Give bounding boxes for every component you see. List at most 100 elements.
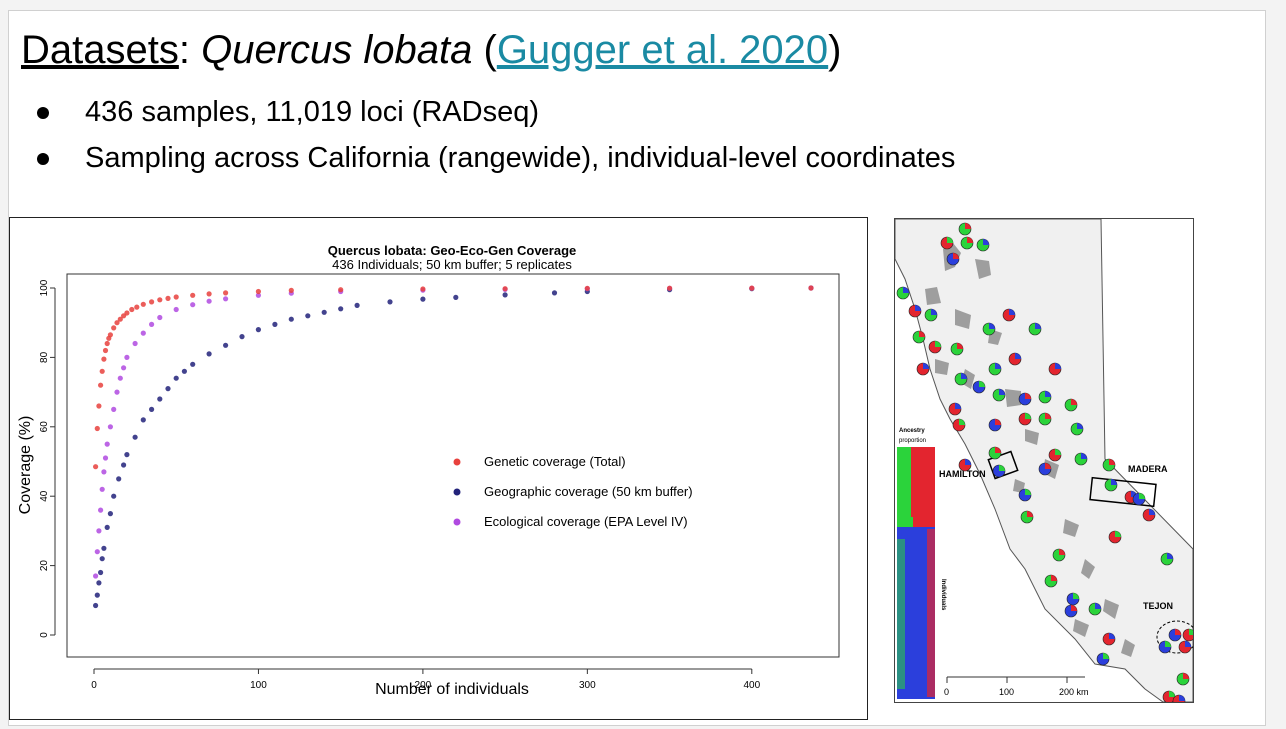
region-hamilton-label: HAMILTON <box>939 469 986 479</box>
ancestry-pie-wedge <box>1045 463 1051 469</box>
data-point-series-1 <box>132 434 138 440</box>
data-point-series-2 <box>98 507 104 513</box>
ancestry-pie-wedge <box>959 419 965 425</box>
y-tick-label: 60 <box>39 421 50 433</box>
data-point-series-0 <box>117 316 123 322</box>
scale-tick-200km: 200 km <box>1059 687 1089 697</box>
ancestry-pie-wedge <box>1149 509 1155 515</box>
ancestry-pie-wedge <box>961 373 967 379</box>
legend-swatch-2 <box>453 518 461 526</box>
data-points <box>93 285 814 609</box>
ancestry-pie-wedge <box>1077 423 1083 429</box>
x-axis-label: Number of individuals <box>375 681 529 698</box>
data-point-series-1 <box>387 299 393 305</box>
ancestry-pie-wedge <box>1189 629 1193 635</box>
title-datasets: Datasets <box>21 28 179 72</box>
ancestry-pie-wedge <box>1071 399 1077 405</box>
data-point-series-2 <box>102 455 109 461</box>
ancestry-pie-wedge <box>915 305 921 311</box>
data-point-series-1 <box>223 342 229 348</box>
data-point-series-1 <box>96 580 102 586</box>
data-point-series-0 <box>420 286 426 292</box>
ancestry-pie-wedge <box>965 459 971 465</box>
ancestry-pie-wedge <box>1045 391 1051 397</box>
data-point-series-2 <box>121 365 127 371</box>
data-point-series-2 <box>223 296 229 302</box>
ancestry-pie-wedge <box>1185 641 1191 647</box>
data-point-series-2 <box>99 486 105 492</box>
ancestry-pie-wedge <box>1055 363 1061 369</box>
data-point-series-1 <box>149 406 155 412</box>
legend-swatch-0 <box>453 458 461 466</box>
x-tick-label: 400 <box>743 680 760 691</box>
data-point-series-0 <box>129 306 135 313</box>
california-land <box>895 219 1193 702</box>
data-point-series-2 <box>104 441 110 447</box>
data-point-series-1 <box>124 452 130 458</box>
data-point-series-0 <box>140 301 146 307</box>
ancestry-proportion-label: proportion <box>899 438 926 444</box>
data-point-series-0 <box>584 285 590 291</box>
data-point-series-0 <box>206 291 212 297</box>
title-species: Quercus lobata <box>201 28 473 72</box>
scale-tick-0: 0 <box>944 687 949 697</box>
ancestry-pie-wedge <box>1025 413 1031 419</box>
data-point-series-2 <box>190 302 196 308</box>
y-tick-label: 20 <box>39 560 50 572</box>
ancestry-pie-wedge <box>1115 531 1121 537</box>
ancestry-pie-wedge <box>1167 553 1173 559</box>
map-svg: Ancestry proportion Individuals HAMILTON… <box>895 219 1193 702</box>
title-open-paren: ( <box>472 28 497 72</box>
individuals-label: Individuals <box>940 579 946 611</box>
axes: 0 100 200 300 400 0 20 40 60 80 100 <box>39 279 761 691</box>
x-tick-label: 300 <box>579 680 596 691</box>
ancestry-pie-wedge <box>947 237 953 243</box>
data-point-series-1 <box>173 375 179 381</box>
legend-label-2: Ecological coverage (EPA Level IV) <box>484 514 688 529</box>
ancestry-pie-wedge <box>999 389 1005 395</box>
data-point-series-2 <box>93 573 99 579</box>
ancestry-pie-wedge <box>967 237 973 243</box>
region-madera-box <box>1089 476 1157 508</box>
ancestry-pie-wedge <box>923 363 929 369</box>
legend-label-1: Geographic coverage (50 km buffer) <box>484 484 693 499</box>
ancestry-pie-wedge <box>1045 413 1051 419</box>
data-point-series-1 <box>181 368 187 374</box>
ancestry-pie-wedge <box>1139 493 1145 499</box>
ancestry-pie-wedge <box>983 239 989 245</box>
chart-title: Quercus lobata: Geo-Eco-Gen Coverage <box>328 243 577 258</box>
ancestry-pie-wedge <box>1183 673 1189 679</box>
data-point-series-1 <box>190 361 196 367</box>
bullet-list: 436 samples, 11,019 loci (RADseq) Sampli… <box>29 89 955 181</box>
ancestry-pie-wedge <box>1027 511 1033 517</box>
ancestry-pie-wedge <box>995 419 1001 425</box>
title-colon: : <box>178 28 202 72</box>
ancestry-pie-wedge <box>935 341 941 347</box>
coverage-chart-svg: Quercus lobata: Geo-Eco-Gen Coverage 436… <box>17 243 840 698</box>
ancestry-pie-wedge <box>1103 653 1109 659</box>
ancestry-pie-wedge <box>955 403 961 409</box>
data-point-series-0 <box>149 299 155 305</box>
ancestry-pie-wedge <box>1109 633 1115 639</box>
y-tick-label: 80 <box>39 351 50 363</box>
data-point-series-1 <box>272 321 278 327</box>
ancestry-pie-markers <box>896 222 1193 702</box>
data-point-series-1 <box>121 462 127 468</box>
data-point-series-2 <box>107 424 113 430</box>
ancestry-pie-wedge <box>1035 323 1041 329</box>
chart-subtitle: 436 Individuals; 50 km buffer; 5 replica… <box>332 257 572 272</box>
data-point-series-1 <box>116 476 122 482</box>
ancestry-pie-wedge <box>953 253 959 259</box>
data-point-series-0 <box>93 464 99 470</box>
citation-link[interactable]: Gugger et al. 2020 <box>496 28 829 72</box>
data-point-series-1 <box>502 292 508 298</box>
data-point-series-1 <box>321 309 327 315</box>
data-point-series-1 <box>94 592 100 598</box>
data-point-series-2 <box>111 406 117 412</box>
data-point-series-2 <box>132 340 138 347</box>
ancestry-pie-wedge <box>1055 449 1061 455</box>
x-tick-label: 100 <box>250 680 267 691</box>
data-point-series-2 <box>114 389 120 395</box>
ancestry-pie-wedge <box>1169 691 1175 697</box>
data-point-series-0 <box>101 356 107 362</box>
